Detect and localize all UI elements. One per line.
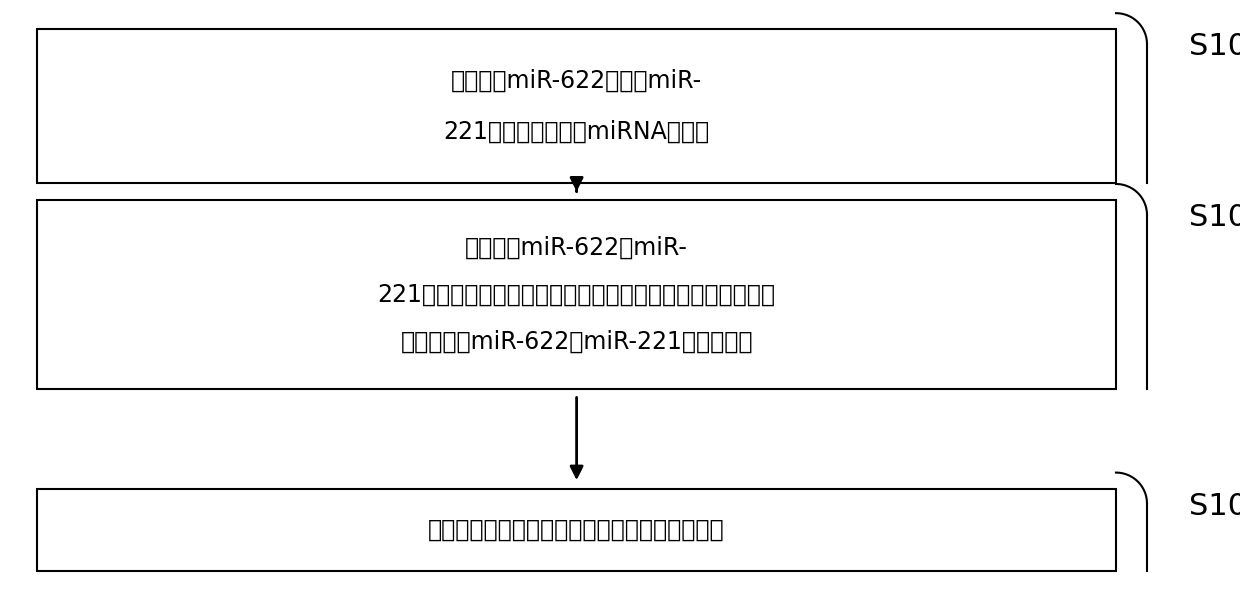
Text: 221与缺血性脑卒中的相关性，利用高通量测序技术检测外周: 221与缺血性脑卒中的相关性，利用高通量测序技术检测外周 xyxy=(378,283,775,306)
FancyBboxPatch shape xyxy=(37,29,1116,183)
Text: 221为缺血性脑卒中miRNA标记物: 221为缺血性脑卒中miRNA标记物 xyxy=(444,120,709,144)
FancyBboxPatch shape xyxy=(37,489,1116,571)
Text: S102: S102 xyxy=(1189,203,1240,232)
Text: S103: S103 xyxy=(1189,492,1240,521)
Text: S101: S101 xyxy=(1189,32,1240,61)
Text: 全血中关于miR-622和miR-221的表达水平: 全血中关于miR-622和miR-221的表达水平 xyxy=(401,330,753,353)
Text: 分别确定miR-622和miR-: 分别确定miR-622和miR- xyxy=(465,236,688,259)
FancyBboxPatch shape xyxy=(37,200,1116,389)
Text: 选取成熟miR-622和成熟miR-: 选取成熟miR-622和成熟miR- xyxy=(451,68,702,92)
Text: 制备缺血性脑卒中产品：检测芯片和检测试剂盒: 制备缺血性脑卒中产品：检测芯片和检测试剂盒 xyxy=(428,518,725,542)
